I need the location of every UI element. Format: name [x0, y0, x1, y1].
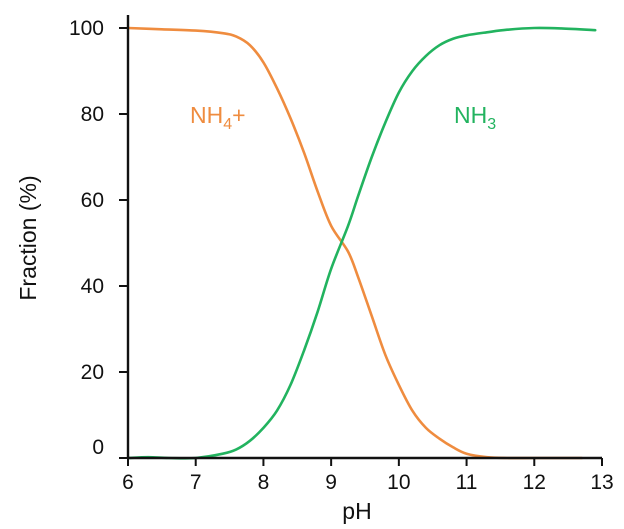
x-axis-title: pH [342, 498, 371, 524]
y-tick-label: 20 [81, 361, 104, 384]
x-tick-label: 13 [590, 471, 613, 494]
series-label-nh4-main: NH [190, 102, 223, 128]
x-tick-label: 6 [122, 471, 134, 494]
y-tick-label: 60 [81, 189, 104, 212]
series-label-nh3: NH3 [454, 102, 496, 133]
series-label-nh3-sub: 3 [487, 116, 496, 133]
x-tick-label: 7 [190, 471, 202, 494]
y-tick-label: 100 [69, 17, 104, 40]
series-label-nh4: NH4+ [190, 102, 246, 133]
y-tick-label: 0 [92, 436, 104, 459]
series-label-nh4-suffix: + [232, 102, 245, 128]
series-label-nh4-sub: 4 [223, 116, 232, 133]
x-tick-label: 11 [456, 471, 478, 494]
series-line-nh4 [126, 26, 583, 460]
series-label-nh3-main: NH [454, 102, 487, 128]
x-tick-label: 12 [523, 471, 546, 494]
series-line-nh3 [126, 26, 597, 460]
axes [126, 15, 602, 460]
x-ticks: 6 7 8 9 10 11 12 13 [122, 458, 614, 494]
y-ticks: 0 20 40 60 80 100 [69, 17, 128, 459]
x-tick-label: 10 [387, 471, 410, 494]
plot-area [126, 26, 597, 460]
y-tick-label: 80 [81, 103, 104, 126]
x-tick-label: 8 [258, 471, 270, 494]
y-tick-label: 40 [81, 275, 104, 298]
x-tick-label: 9 [325, 471, 337, 494]
y-axis-title: Fraction (%) [15, 175, 41, 300]
